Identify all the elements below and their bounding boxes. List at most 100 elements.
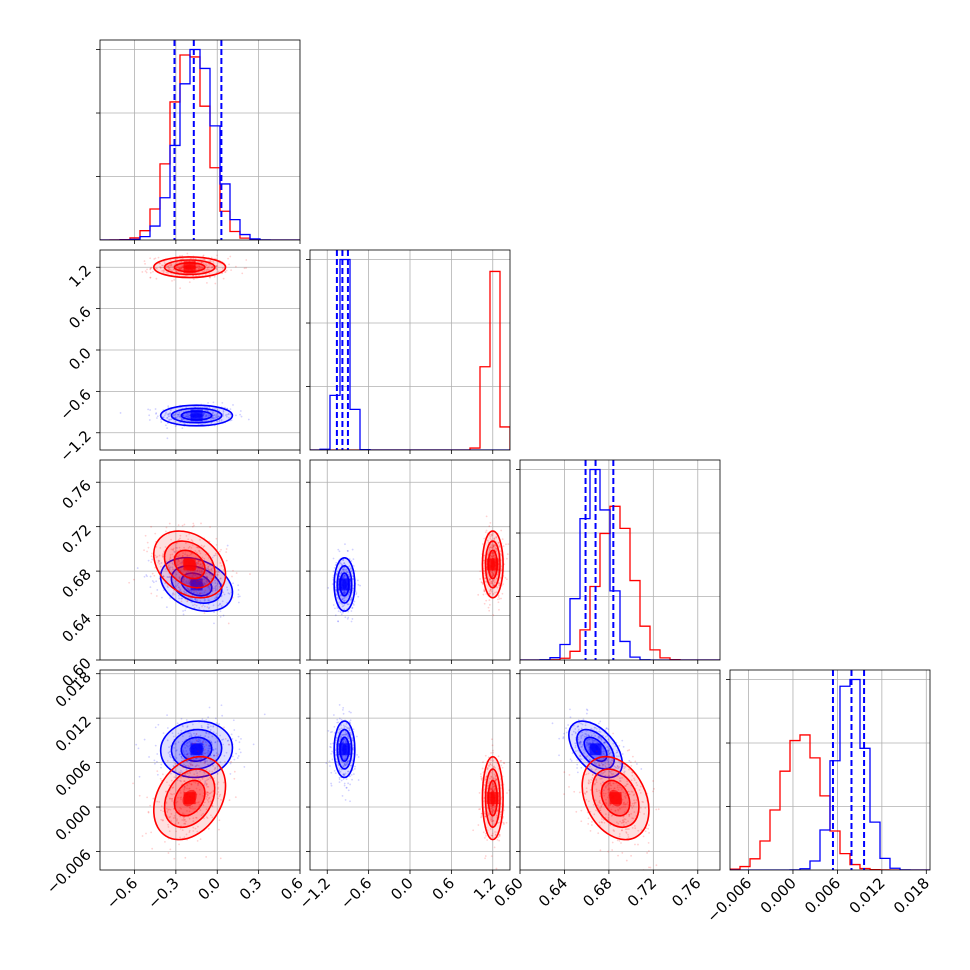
- xtick-label: −0.3: [144, 874, 182, 912]
- scatter-point: [178, 810, 180, 812]
- scatter-point: [339, 572, 342, 575]
- scatter-point: [562, 736, 565, 738]
- scatter-point: [492, 614, 495, 617]
- scatter-point: [190, 580, 193, 583]
- xtick-label: 0.6: [429, 874, 459, 904]
- scatter-point: [214, 766, 217, 769]
- scatter-point: [482, 761, 484, 763]
- scatter-point: [211, 804, 214, 807]
- scatter-point: [617, 784, 619, 787]
- scatter-point: [622, 815, 625, 818]
- scatter-point: [179, 267, 182, 270]
- scatter-point: [490, 788, 493, 791]
- scatter-point: [166, 437, 169, 440]
- scatter-point: [178, 771, 180, 774]
- scatter-point: [614, 766, 617, 769]
- scatter-point: [338, 717, 341, 720]
- scatter-point: [342, 597, 344, 600]
- scatter-point: [339, 724, 342, 727]
- scatter-point: [237, 595, 240, 598]
- scatter-point: [359, 584, 361, 587]
- scatter-point: [180, 717, 183, 720]
- scatter-point: [210, 572, 213, 575]
- scatter-point: [345, 740, 347, 743]
- scatter-point: [196, 839, 199, 842]
- scatter-point: [492, 573, 494, 575]
- scatter-point: [211, 265, 214, 268]
- scatter-point: [585, 773, 588, 776]
- scatter-point: [584, 793, 587, 795]
- scatter-point: [493, 543, 496, 546]
- scatter-point: [484, 855, 487, 857]
- panel-frame: [99, 669, 301, 871]
- scatter-point: [215, 584, 218, 587]
- scatter-point: [599, 731, 602, 733]
- scatter-point: [625, 803, 628, 806]
- scatter-point: [179, 815, 182, 818]
- scatter-point: [214, 408, 216, 410]
- scatter-point: [191, 575, 194, 578]
- scatter-point: [200, 758, 203, 760]
- scatter-point: [492, 545, 495, 548]
- ytick-label: −1.2: [56, 427, 94, 465]
- scatter-point: [172, 563, 175, 566]
- scatter-point: [490, 817, 492, 819]
- scatter-point: [215, 265, 218, 268]
- scatter-point: [186, 600, 189, 603]
- scatter-point: [212, 790, 215, 793]
- scatter-point: [212, 414, 215, 417]
- scatter-point: [492, 544, 495, 547]
- scatter-point: [146, 268, 148, 271]
- scatter-point: [179, 268, 182, 271]
- scatter-point: [211, 770, 214, 773]
- scatter-point: [340, 564, 343, 566]
- scatter-point: [224, 270, 226, 273]
- scatter-point: [187, 570, 190, 573]
- scatter-point: [187, 413, 189, 416]
- scatter-point: [622, 771, 625, 774]
- scatter-point: [600, 762, 603, 764]
- scatter-point: [201, 580, 204, 583]
- scatter-point: [603, 770, 606, 773]
- scatter-point: [619, 765, 621, 768]
- scatter-point: [208, 586, 210, 589]
- scatter-point: [621, 739, 624, 742]
- scatter-point: [132, 782, 134, 785]
- scatter-point: [227, 622, 230, 625]
- scatter-point: [188, 545, 191, 548]
- scatter-point: [151, 580, 154, 582]
- scatter-point: [180, 557, 182, 559]
- scatter-point: [352, 749, 355, 751]
- scatter-point: [209, 777, 212, 780]
- scatter-point: [238, 595, 241, 598]
- scatter-point: [197, 560, 200, 563]
- scatter-point: [493, 788, 496, 791]
- scatter-point: [224, 406, 226, 409]
- scatter-point: [494, 775, 497, 778]
- scatter-point: [195, 598, 197, 600]
- scatter-point: [181, 766, 184, 769]
- scatter-point: [149, 804, 152, 807]
- scatter-point: [344, 764, 347, 766]
- scatter-point: [339, 738, 342, 741]
- scatter-point: [195, 765, 198, 767]
- scatter-point: [165, 530, 167, 533]
- scatter-point: [499, 834, 501, 836]
- scatter-point: [217, 797, 220, 800]
- scatter-point: [607, 813, 610, 816]
- scatter-point: [350, 596, 353, 599]
- scatter-point: [489, 546, 491, 549]
- scatter-point: [493, 584, 496, 587]
- scatter-point: [158, 560, 160, 563]
- scatter-point: [168, 746, 170, 749]
- scatter-point: [178, 415, 181, 418]
- scatter-point: [166, 759, 169, 762]
- scatter-point: [187, 415, 190, 417]
- scatter-point: [191, 525, 194, 528]
- scatter-point: [188, 533, 191, 535]
- scatter-point: [331, 758, 334, 761]
- scatter-point: [624, 795, 626, 798]
- scatter-point: [182, 816, 185, 819]
- scatter-point: [494, 831, 497, 833]
- scatter-point: [329, 765, 331, 767]
